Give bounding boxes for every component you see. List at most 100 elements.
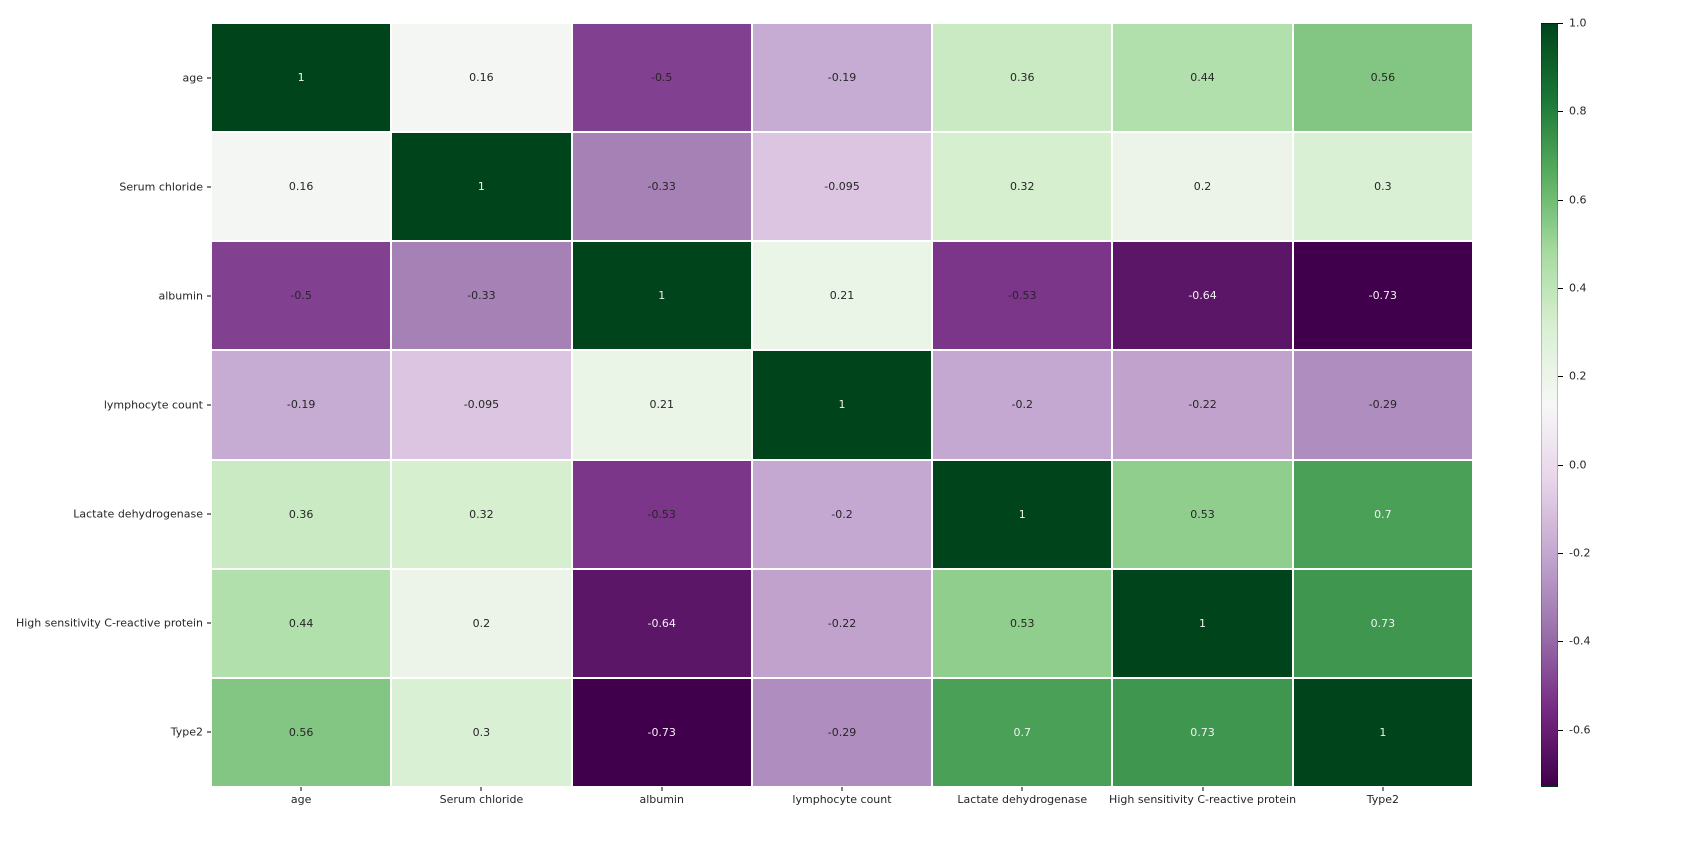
heatmap-cell-fill: 1 xyxy=(573,242,751,349)
heatmap-cell: -0.64 xyxy=(1112,241,1292,350)
heatmap-cell-value: -0.095 xyxy=(824,180,859,193)
heatmap-cell: 0.2 xyxy=(391,569,571,678)
colorbar-tick-mark xyxy=(1558,730,1563,731)
heatmap-cell: -0.19 xyxy=(752,23,932,132)
heatmap-cell-value: 1 xyxy=(298,71,305,84)
y-tick-mark xyxy=(207,186,211,187)
colorbar-tick-mark xyxy=(1558,553,1563,554)
heatmap-cell: 0.3 xyxy=(391,678,571,787)
heatmap-cell-fill: 0.2 xyxy=(1113,133,1291,240)
heatmap-cell-value: -0.64 xyxy=(1188,289,1216,302)
heatmap-cell-fill: 0.56 xyxy=(212,679,390,786)
x-tick-mark xyxy=(1202,787,1203,791)
heatmap-cell-fill: 1 xyxy=(933,461,1111,568)
heatmap-cell-value: 0.2 xyxy=(1194,180,1212,193)
x-tick-label: Lactate dehydrogenase xyxy=(957,793,1087,806)
heatmap-cell-fill: -0.29 xyxy=(753,679,931,786)
heatmap-cell: 0.56 xyxy=(1293,23,1473,132)
heatmap-cell-value: -0.2 xyxy=(831,508,852,521)
heatmap-cell-value: -0.53 xyxy=(1008,289,1036,302)
heatmap-cell-fill: 0.53 xyxy=(933,570,1111,677)
heatmap-cell-fill: 0.53 xyxy=(1113,461,1291,568)
y-tick-label: Lactate dehydrogenase xyxy=(73,508,203,521)
heatmap-cell-value: -0.19 xyxy=(287,398,315,411)
heatmap-cell-fill: 0.56 xyxy=(1294,24,1472,131)
heatmap-cell-value: -0.2 xyxy=(1012,398,1033,411)
heatmap-cell-value: 1 xyxy=(1199,617,1206,630)
heatmap-cell-value: -0.5 xyxy=(651,71,672,84)
heatmap-cell: 1 xyxy=(752,350,932,459)
heatmap-cell-fill: -0.22 xyxy=(1113,351,1291,458)
heatmap-cell-fill: 1 xyxy=(212,24,390,131)
heatmap-cell: -0.73 xyxy=(1293,241,1473,350)
heatmap-cell-value: -0.29 xyxy=(1369,398,1397,411)
colorbar-tick-mark xyxy=(1558,111,1563,112)
heatmap-cell-value: 0.44 xyxy=(289,617,314,630)
heatmap-cell-fill: 0.36 xyxy=(212,461,390,568)
heatmap-cell-value: 1 xyxy=(658,289,665,302)
heatmap-cell: 1 xyxy=(211,23,391,132)
heatmap-cell: -0.73 xyxy=(572,678,752,787)
colorbar-tick-label: -0.6 xyxy=(1569,723,1590,736)
heatmap-cell-value: -0.22 xyxy=(828,617,856,630)
heatmap-cell: -0.19 xyxy=(211,350,391,459)
heatmap-cell: -0.22 xyxy=(752,569,932,678)
heatmap-cell: 0.53 xyxy=(1112,460,1292,569)
heatmap-cell-value: 0.7 xyxy=(1014,726,1032,739)
heatmap-cell: 1 xyxy=(572,241,752,350)
heatmap-cell: 0.44 xyxy=(211,569,391,678)
heatmap-row: 0.560.3 -0.73 -0.29 0.7 0.73 1 xyxy=(211,678,1473,787)
heatmap-cell-value: 0.53 xyxy=(1010,617,1035,630)
y-tick-mark xyxy=(207,514,211,515)
x-tick-label: age xyxy=(291,793,312,806)
y-tick-mark xyxy=(207,77,211,78)
heatmap-cell: 1 xyxy=(1293,678,1473,787)
heatmap-cell-value: 0.21 xyxy=(649,398,674,411)
heatmap-cell-value: 0.73 xyxy=(1190,726,1215,739)
heatmap-cell-fill: 0.73 xyxy=(1294,570,1472,677)
colorbar-tick-label: -0.4 xyxy=(1569,635,1590,648)
heatmap-cell: -0.5 xyxy=(572,23,752,132)
colorbar xyxy=(1541,23,1558,787)
heatmap-cell-value: 0.53 xyxy=(1190,508,1215,521)
heatmap-cell-fill: 0.36 xyxy=(933,24,1111,131)
heatmap-cell-value: 0.3 xyxy=(1374,180,1392,193)
heatmap-cell-fill: 0.3 xyxy=(1294,133,1472,240)
heatmap-cell-fill: 0.16 xyxy=(212,133,390,240)
heatmap-cell-fill: 1 xyxy=(392,133,570,240)
y-tick-label: albumin xyxy=(159,289,204,302)
heatmap-cell: -0.095 xyxy=(391,350,571,459)
heatmap-cell-fill: -0.33 xyxy=(392,242,570,349)
x-tick-label: albumin xyxy=(639,793,684,806)
x-tick-mark xyxy=(301,787,302,791)
heatmap-cell: 0.73 xyxy=(1112,678,1292,787)
heatmap-cell-fill: 0.21 xyxy=(753,242,931,349)
x-tick-label: High sensitivity C-reactive protein xyxy=(1109,793,1296,806)
heatmap-cell-value: -0.33 xyxy=(647,180,675,193)
heatmap-cell-value: 1 xyxy=(1379,726,1386,739)
heatmap-cell-value: 0.21 xyxy=(830,289,855,302)
heatmap-cell-value: -0.22 xyxy=(1188,398,1216,411)
heatmap-row: 0.16 1 -0.33 -0.095 0.32 0.2 0.3 xyxy=(211,132,1473,241)
heatmap-cell: 0.16 xyxy=(211,132,391,241)
heatmap-cell-fill: -0.64 xyxy=(1113,242,1291,349)
heatmap-cell-value: 1 xyxy=(838,398,845,411)
heatmap-cell-value: 1 xyxy=(478,180,485,193)
heatmap-cell-fill: -0.29 xyxy=(1294,351,1472,458)
x-tick-mark xyxy=(481,787,482,791)
heatmap-cell-fill: -0.19 xyxy=(753,24,931,131)
heatmap-cell: -0.5 xyxy=(211,241,391,350)
heatmap-cell: 1 xyxy=(932,460,1112,569)
y-tick-label: High sensitivity C-reactive protein xyxy=(16,617,203,630)
colorbar-tick-mark xyxy=(1558,200,1563,201)
colorbar-tick-label: 0.0 xyxy=(1569,458,1587,471)
y-tick-mark xyxy=(207,623,211,624)
heatmap-cell: 0.32 xyxy=(932,132,1112,241)
heatmap-cell-value: 0.16 xyxy=(469,71,494,84)
heatmap-cell-fill: 0.3 xyxy=(392,679,570,786)
heatmap-cell-value: -0.73 xyxy=(647,726,675,739)
heatmap-cell: 0.44 xyxy=(1112,23,1292,132)
heatmap-cell: 0.36 xyxy=(932,23,1112,132)
heatmap-cell-value: 0.73 xyxy=(1371,617,1396,630)
heatmap-cell: -0.53 xyxy=(932,241,1112,350)
